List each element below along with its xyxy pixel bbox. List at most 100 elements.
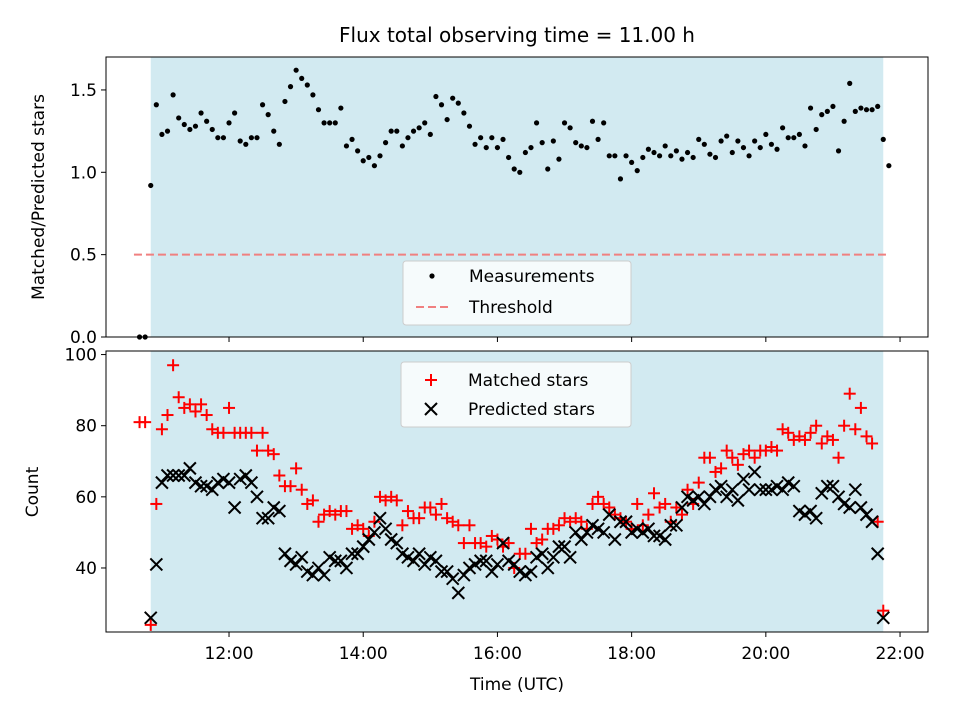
matched-star-point xyxy=(306,494,319,507)
measurement-point xyxy=(394,128,400,134)
predicted-star-point xyxy=(865,515,879,529)
y-tick-label: 0.0 xyxy=(70,328,97,348)
measurement-point xyxy=(265,112,271,118)
matched-star-point xyxy=(815,437,828,450)
measurement-point xyxy=(327,120,333,126)
predicted-star-point xyxy=(406,554,421,568)
predicted-star-point xyxy=(328,554,342,568)
measurement-point xyxy=(863,107,870,113)
predicted-star-point xyxy=(362,532,376,547)
matched-star-point xyxy=(491,533,504,546)
measurement-point xyxy=(791,135,797,141)
predicted-star-point xyxy=(434,564,449,579)
matched-star-point xyxy=(144,618,157,631)
predicted-star-point xyxy=(345,547,359,561)
x-tick-label: 20:00 xyxy=(741,644,790,664)
predicted-star-point xyxy=(445,571,460,586)
x-tick-label: 18:00 xyxy=(607,644,656,664)
predicted-star-point xyxy=(205,483,219,497)
predicted-star-point xyxy=(753,483,767,497)
measurement-point xyxy=(724,133,730,139)
measurement-point xyxy=(841,118,847,124)
matched-star-point xyxy=(804,426,817,439)
measurement-point xyxy=(304,82,310,88)
predicted-star-point xyxy=(697,497,712,511)
measurement-point xyxy=(271,128,277,134)
predicted-star-point xyxy=(227,500,242,515)
measurement-point xyxy=(282,98,288,105)
y-tick-label: 60 xyxy=(75,488,97,508)
measurement-point xyxy=(886,163,892,169)
predicted-star-point xyxy=(815,486,829,500)
predicted-star-point xyxy=(166,468,180,483)
matched-star-point xyxy=(413,512,426,525)
measurement-point xyxy=(377,153,383,159)
matched-star-point xyxy=(284,480,297,493)
predicted-star-point xyxy=(524,564,538,579)
predicted-star-point xyxy=(160,468,175,483)
predicted-star-point xyxy=(272,504,287,518)
predicted-star-point xyxy=(876,611,890,625)
measurement-point xyxy=(332,120,338,126)
measurement-point xyxy=(746,153,752,159)
measurement-point xyxy=(601,120,607,126)
predicted-star-point xyxy=(647,529,661,543)
measurement-point xyxy=(248,135,254,141)
measurement-point xyxy=(483,144,489,151)
top-x-ticks xyxy=(228,337,901,342)
bottom-legend: Matched stars Predicted stars xyxy=(400,361,632,428)
matched-star-point xyxy=(748,451,761,464)
measurement-point xyxy=(528,144,534,151)
measurement-point xyxy=(684,149,691,156)
measurement-point xyxy=(461,110,467,116)
y-tick-label: 80 xyxy=(75,417,97,437)
bottom-y-axis-label: Count xyxy=(23,466,43,517)
measurement-point xyxy=(623,153,629,159)
matched-star-point xyxy=(217,426,230,439)
matched-star-point xyxy=(267,448,280,461)
matched-star-point xyxy=(519,547,532,560)
predicted-star-point xyxy=(261,511,275,525)
measurement-point xyxy=(466,123,473,129)
predicted-star-point xyxy=(250,490,264,504)
matched-star-point xyxy=(877,604,890,617)
measurement-point xyxy=(176,115,182,121)
predicted-stars-points xyxy=(144,461,890,625)
matched-star-point xyxy=(368,515,381,528)
matched-star-point xyxy=(172,391,185,404)
measurement-point xyxy=(629,159,635,166)
predicted-star-point xyxy=(479,554,493,568)
matched-star-point xyxy=(603,501,616,514)
predicted-star-point xyxy=(742,483,756,497)
measurement-point xyxy=(438,102,445,108)
predicted-star-point xyxy=(775,483,790,497)
measurement-points xyxy=(136,67,892,340)
matched-star-point xyxy=(183,398,196,411)
matched-star-point xyxy=(648,487,660,500)
x-tick-label: 22:00 xyxy=(876,644,925,664)
predicted-star-point xyxy=(714,479,728,493)
top-y-axis-label: Matched/Predicted stars xyxy=(29,94,49,300)
matched-star-point xyxy=(743,444,756,457)
measurement-point xyxy=(550,138,556,144)
matched-star-point xyxy=(826,433,839,446)
measurement-point xyxy=(595,136,601,142)
measurement-point xyxy=(606,153,612,159)
predicted-star-point xyxy=(658,532,672,547)
predicted-star-point xyxy=(356,539,370,554)
matched-star-point xyxy=(771,444,784,457)
predicted-star-point xyxy=(546,550,561,565)
predicted-star-point xyxy=(809,511,823,525)
measurement-point xyxy=(729,149,735,156)
measurement-point xyxy=(740,144,747,151)
measurement-point xyxy=(875,103,881,110)
predicted-star-point xyxy=(295,550,309,565)
predicted-star-point xyxy=(244,475,259,490)
measurement-point xyxy=(198,110,204,116)
matched-stars-legend-label: Matched stars xyxy=(468,371,588,391)
predicted-star-point xyxy=(317,568,331,582)
predicted-star-point xyxy=(759,483,773,497)
predicted-star-point xyxy=(580,525,594,540)
matched-star-point xyxy=(290,462,303,475)
predicted-star-point xyxy=(803,504,818,518)
